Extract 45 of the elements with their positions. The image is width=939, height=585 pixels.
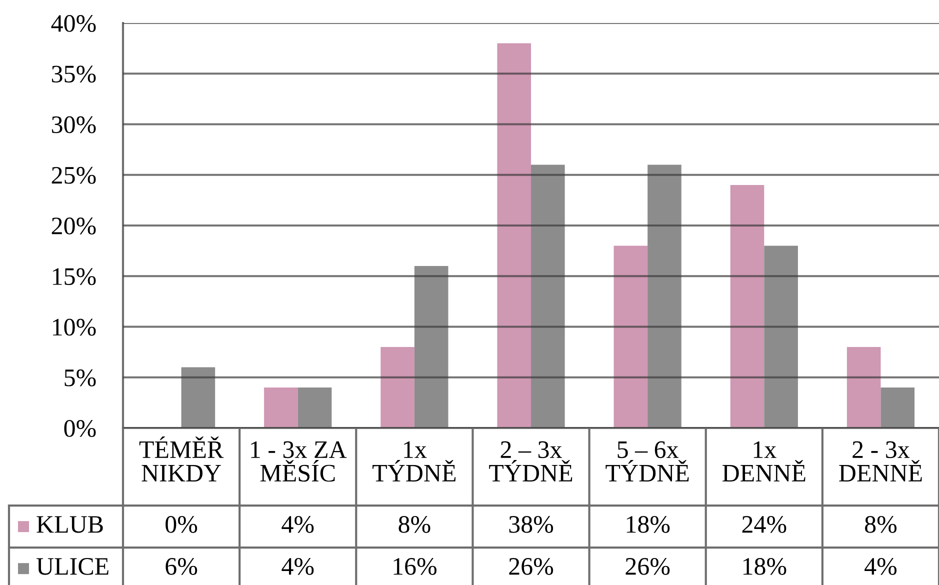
x-tick-label: 1 - 3x ZA MĚSÍC [251, 441, 347, 482]
y-tick-label: 40% [51, 15, 96, 32]
y-tick-label: 25% [52, 166, 96, 184]
data-label: 16% [394, 558, 436, 575]
x-tick-label: 1x TÝDNĚ [372, 441, 456, 482]
bar [380, 347, 414, 428]
data-label: 4% [282, 558, 314, 575]
y-tick-label: 5% [64, 369, 96, 386]
data-label: 4% [864, 558, 897, 575]
data-label: 8% [865, 516, 897, 533]
x-tick-label: TÉMĚŘ NIKDY [139, 436, 224, 482]
y-tick-label: 15% [52, 268, 96, 286]
bar [846, 347, 881, 428]
y-tick-label: 0% [64, 420, 96, 437]
x-tick-label: 2 – 3x TÝDNĚ [489, 441, 572, 482]
bar [414, 266, 448, 428]
bar [764, 246, 798, 428]
legend-label: KLUB [36, 516, 103, 533]
bar [730, 185, 764, 428]
data-label: 18% [743, 558, 786, 575]
legend-label: ULICE [36, 558, 108, 575]
data-label: 0% [166, 516, 198, 533]
data-label: 24% [742, 516, 786, 533]
y-tick-label: 20% [52, 218, 96, 234]
y-tick-label: 30% [52, 116, 96, 134]
data-label: 6% [166, 558, 198, 575]
x-tick-label: 1x DENNĚ [722, 441, 806, 482]
bar [648, 164, 682, 428]
x-tick-label: 5 – 6x TÝDNĚ [606, 441, 689, 482]
data-label: 8% [398, 516, 430, 533]
data-label: 26% [509, 558, 554, 575]
data-label: 26% [626, 558, 670, 575]
bar [880, 388, 915, 428]
data-label: 18% [626, 516, 670, 533]
data-label: 4% [282, 516, 314, 533]
y-tick-label: 35% [52, 66, 96, 83]
bar [181, 367, 216, 428]
bar [264, 388, 298, 428]
x-tick-label: 2 - 3x DENNĚ [839, 441, 922, 482]
bar [531, 164, 565, 428]
bar [497, 43, 531, 428]
bar [614, 246, 648, 428]
y-tick-label: 10% [52, 318, 96, 336]
bar [298, 388, 332, 428]
data-label: 38% [509, 516, 554, 533]
